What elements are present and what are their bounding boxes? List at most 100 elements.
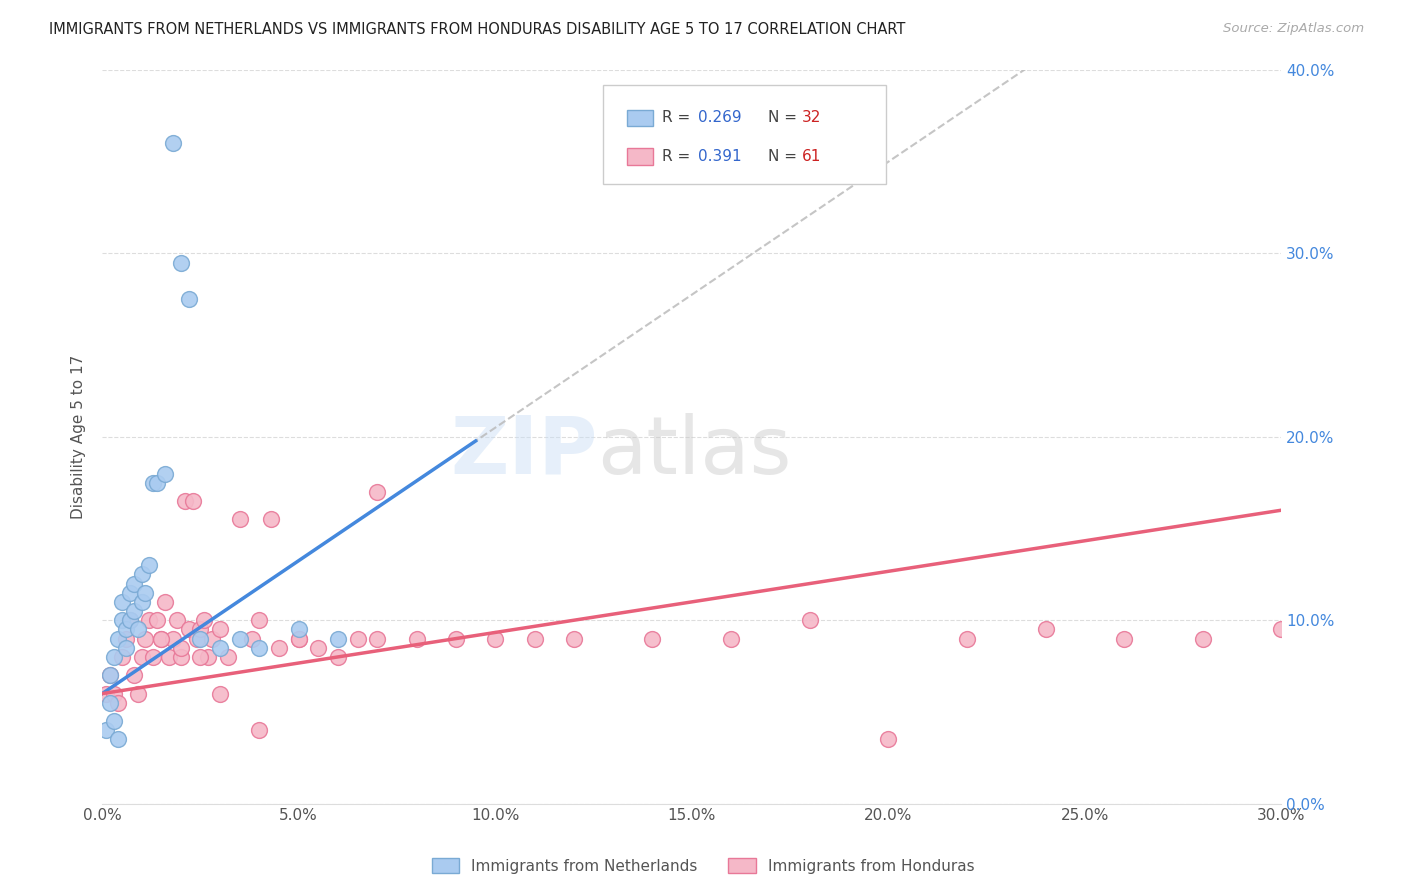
Point [170,649,193,664]
Point [240,632,263,646]
Point [103,714,125,728]
Point [134,585,156,599]
Point [131,649,153,664]
Point [1191,632,1213,646]
Point [138,613,160,627]
Point [260,512,283,526]
Point [287,632,309,646]
Point [181,494,204,508]
Point [103,687,125,701]
Point [138,558,160,573]
Point [98,668,121,682]
Point [134,632,156,646]
Text: R =: R = [662,149,690,164]
Point [162,136,184,151]
Point [98,668,121,682]
Point [1035,623,1057,637]
Point [201,632,224,646]
Point [111,613,134,627]
Point [405,632,427,646]
FancyBboxPatch shape [627,148,652,165]
Point [107,696,129,710]
Text: N =: N = [769,149,797,164]
Text: IMMIGRANTS FROM NETHERLANDS VS IMMIGRANTS FROM HONDURAS DISABILITY AGE 5 TO 17 C: IMMIGRANTS FROM NETHERLANDS VS IMMIGRANT… [49,22,905,37]
Point [249,723,271,738]
Point [877,732,900,747]
Point [267,640,290,655]
FancyBboxPatch shape [627,110,652,126]
Point [122,604,145,618]
Point [118,585,141,599]
Point [122,668,145,682]
Point [326,649,349,664]
Point [307,640,329,655]
Point [1270,623,1292,637]
Point [562,632,585,646]
Text: 0.391: 0.391 [697,149,741,164]
Point [142,649,165,664]
Point [346,632,368,646]
Point [118,613,141,627]
Point [127,687,149,701]
Point [249,640,271,655]
Point [170,255,193,269]
Text: N =: N = [769,111,797,125]
Text: atlas: atlas [598,412,792,491]
Point [190,632,212,646]
Text: 61: 61 [801,149,821,164]
Point [94,687,117,701]
Point [114,640,136,655]
Point [193,613,215,627]
Point [131,567,153,582]
Point [127,623,149,637]
Point [173,494,195,508]
Point [956,632,979,646]
Legend: Immigrants from Netherlands, Immigrants from Honduras: Immigrants from Netherlands, Immigrants … [426,852,980,880]
Point [162,632,184,646]
Text: R =: R = [662,111,690,125]
Point [103,649,125,664]
Point [209,623,232,637]
Point [366,484,388,499]
Point [122,576,145,591]
Point [190,623,212,637]
Point [177,293,200,307]
Point [799,613,821,627]
Point [209,640,232,655]
Point [98,696,121,710]
Point [229,512,252,526]
Point [1114,632,1136,646]
Point [94,723,117,738]
Text: Source: ZipAtlas.com: Source: ZipAtlas.com [1223,22,1364,36]
Point [444,632,467,646]
Point [209,687,232,701]
Point [523,632,546,646]
Point [217,649,239,664]
Text: 32: 32 [801,111,821,125]
Point [641,632,664,646]
Point [114,623,136,637]
Point [177,623,200,637]
Point [150,632,173,646]
Point [111,649,134,664]
Point [146,475,169,490]
Point [287,632,309,646]
Point [190,649,212,664]
Point [131,595,153,609]
Point [484,632,506,646]
Point [114,632,136,646]
Point [287,623,309,637]
FancyBboxPatch shape [603,85,886,184]
Y-axis label: Disability Age 5 to 17: Disability Age 5 to 17 [72,355,86,519]
Point [186,632,208,646]
Point [142,475,165,490]
Point [153,467,176,481]
Point [166,613,188,627]
Point [170,640,193,655]
Point [111,595,134,609]
Point [157,649,180,664]
Point [326,632,349,646]
Point [366,632,388,646]
Point [153,595,176,609]
Point [146,613,169,627]
